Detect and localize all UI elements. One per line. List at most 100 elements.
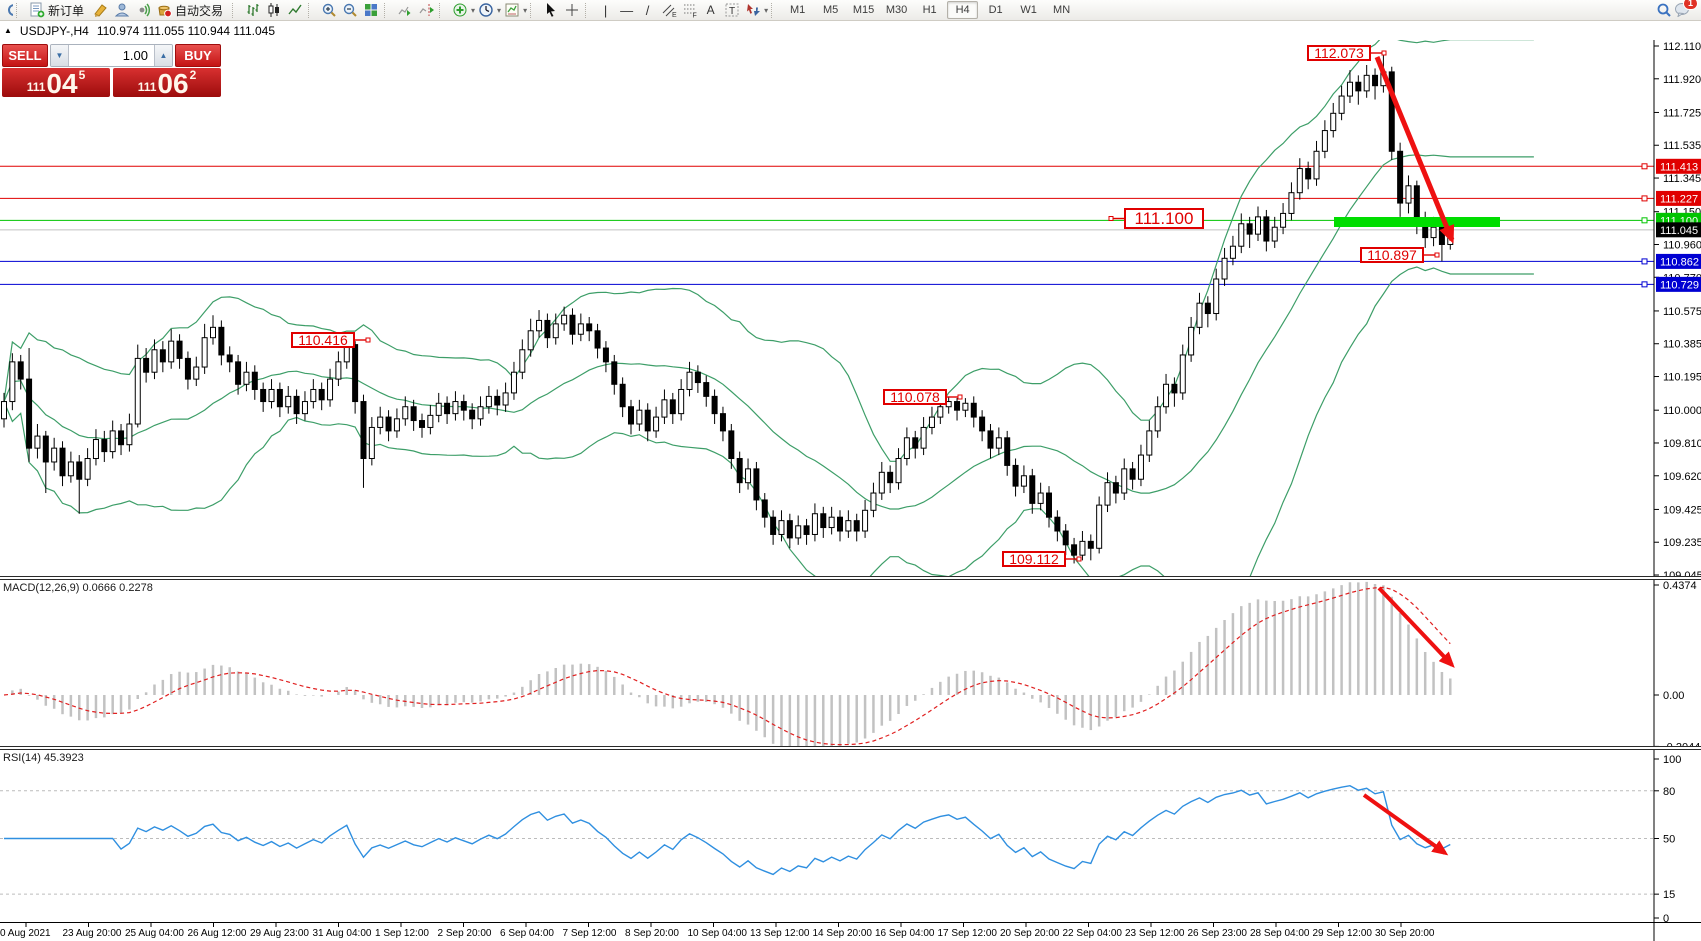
buy-price-pip: 2 — [189, 68, 197, 82]
tile-windows-icon[interactable] — [360, 1, 381, 19]
horizontal-line-tool-icon[interactable]: — — [620, 2, 634, 18]
candle-body — [260, 388, 267, 403]
arrow-objects-icon[interactable] — [742, 1, 763, 19]
panel-separator[interactable] — [0, 576, 1701, 580]
buy-button[interactable]: BUY — [175, 44, 221, 67]
zoom-in-icon[interactable] — [318, 1, 339, 19]
bar-chart-icon[interactable] — [242, 1, 263, 19]
notifications-icon[interactable]: 1 — [1674, 0, 1698, 20]
timeframe-button-h1[interactable]: H1 — [922, 4, 937, 16]
rsi-panel[interactable]: RSI(14) 45.3923 100 80 50 15 0 — [0, 750, 1701, 925]
toolbar-separator — [439, 2, 446, 18]
arrow-objects-dropdown-caret[interactable]: ▾ — [764, 5, 769, 15]
vertical-line-tool-icon[interactable]: | — [603, 2, 608, 18]
highlight-tool-icon[interactable] — [90, 1, 111, 19]
level-anchor-handle[interactable] — [1641, 163, 1648, 170]
timeframe-button-m15[interactable]: M15 — [852, 4, 875, 16]
rsi-canvas[interactable]: 100 80 50 15 0 — [0, 750, 1701, 925]
timeframe-button-mn[interactable]: MN — [1053, 4, 1071, 16]
volume-decrease-button[interactable]: ▼ — [51, 45, 69, 66]
templates-icon[interactable] — [501, 1, 522, 19]
zoom-out-icon[interactable] — [339, 1, 360, 19]
timeframe-button-w1[interactable]: W1 — [1020, 4, 1037, 16]
candle-body — [895, 458, 902, 484]
candle-body — [460, 401, 467, 411]
macd-panel[interactable]: MACD(12,26,9) 0.0666 0.2278 0.43740.00-0… — [0, 580, 1701, 753]
level-anchor-handle[interactable] — [1641, 281, 1648, 288]
buy-price[interactable]: 111 06 2 — [113, 68, 221, 99]
search-icon[interactable] — [1653, 1, 1674, 19]
buy-price-big: 06 — [157, 68, 189, 99]
timeframe-button-m30[interactable]: M30 — [885, 4, 908, 16]
sell-price[interactable]: 111 04 5 — [2, 68, 110, 98]
candle-body — [1330, 112, 1337, 132]
main-chart-canvas[interactable]: 112.110 111.920 111.725 111.535 111.345 111.1… — [0, 35, 1701, 616]
rsi-line — [4, 784, 1451, 876]
volume-input[interactable] — [69, 45, 154, 66]
autotrading-icon[interactable] — [153, 1, 174, 19]
candle-body — [862, 509, 869, 532]
candle-body — [745, 468, 752, 484]
price-badge — [1656, 190, 1701, 206]
price-annotation-label[interactable]: 110.078 — [883, 389, 947, 405]
periods-icon[interactable] — [475, 1, 496, 19]
timeframe-button-m1[interactable]: M1 — [789, 4, 806, 16]
timeframe-button-h4[interactable]: H4 — [947, 1, 979, 19]
price-annotation-label[interactable]: 109.112 — [1002, 551, 1066, 567]
candle-body — [694, 371, 701, 384]
candle-body — [218, 326, 225, 356]
sell-button[interactable]: SELL — [2, 44, 48, 67]
toolbar-separator — [232, 2, 239, 18]
highlight-bar[interactable] — [1334, 217, 1500, 227]
bollinger-band-line — [3, 35, 1534, 462]
level-anchor-handle[interactable] — [1641, 258, 1648, 265]
time-axis[interactable]: 0 Aug 2021 23 Aug 20:00 25 Aug 04:00 26 Aug… — [0, 922, 1701, 941]
new-order-icon[interactable] — [26, 1, 47, 19]
text-label-tool-icon[interactable]: T — [721, 1, 742, 19]
candle-body — [51, 447, 58, 463]
candle-body — [1263, 216, 1270, 242]
indicators-dropdown-caret[interactable]: ▾ — [471, 5, 476, 15]
price-annotation-label[interactable]: 112.073 — [1307, 45, 1371, 61]
candle-body — [970, 402, 977, 418]
main-chart-panel[interactable]: 112.110 111.920 111.725 111.535 111.345 111.1… — [0, 35, 1701, 616]
down-arrow[interactable] — [1374, 56, 1455, 244]
chart-shift-icon[interactable] — [415, 1, 436, 19]
level-anchor-handle[interactable] — [1641, 217, 1648, 224]
price-annotation-label[interactable]: 111.100 — [1124, 208, 1204, 229]
trendline-tool-icon[interactable]: / — [645, 2, 650, 18]
timeframe-button-d1[interactable]: D1 — [988, 4, 1003, 16]
price-tick-label: 111.535 — [1663, 140, 1701, 152]
expert-advisors-icon[interactable] — [111, 1, 132, 19]
candle-body — [786, 520, 793, 539]
auto-scroll-icon[interactable] — [394, 1, 415, 19]
panel-separator[interactable] — [0, 746, 1701, 750]
templates-dropdown-caret[interactable]: ▾ — [523, 5, 528, 15]
price-tick-label: 110.960 — [1663, 239, 1701, 251]
price-annotation-label[interactable]: 110.897 — [1360, 247, 1424, 263]
crosshair-tool-icon[interactable] — [561, 1, 582, 19]
candlestick-chart-icon[interactable] — [263, 1, 284, 19]
price-badge — [1656, 253, 1701, 269]
price-annotation-label[interactable]: 110.416 — [291, 332, 355, 348]
timeframe-button-m5[interactable]: M5 — [822, 4, 839, 16]
down-arrow[interactable] — [1362, 793, 1449, 856]
annotation-anchor — [1076, 556, 1082, 562]
candle-body — [602, 347, 609, 363]
autotrading-label[interactable]: 自动交易 — [175, 3, 224, 18]
fibonacci-tool-icon[interactable]: F — [679, 1, 700, 19]
signals-icon[interactable] — [132, 1, 153, 19]
level-anchor-handle[interactable] — [1641, 195, 1648, 202]
text-tool-icon[interactable]: A — [706, 3, 715, 17]
periods-dropdown-caret[interactable]: ▾ — [497, 5, 502, 15]
price-badge-label: 110.862 — [1660, 256, 1699, 268]
line-chart-icon[interactable] — [284, 1, 305, 19]
equidistant-channel-tool-icon[interactable]: E — [658, 1, 679, 19]
new-order-label[interactable]: 新订单 — [48, 3, 85, 18]
cursor-tool-icon[interactable] — [540, 1, 561, 19]
new-chart-icon[interactable] — [3, 1, 13, 19]
down-arrow[interactable] — [1377, 586, 1455, 668]
volume-increase-button[interactable]: ▲ — [154, 45, 172, 66]
indicators-icon[interactable] — [449, 1, 470, 19]
